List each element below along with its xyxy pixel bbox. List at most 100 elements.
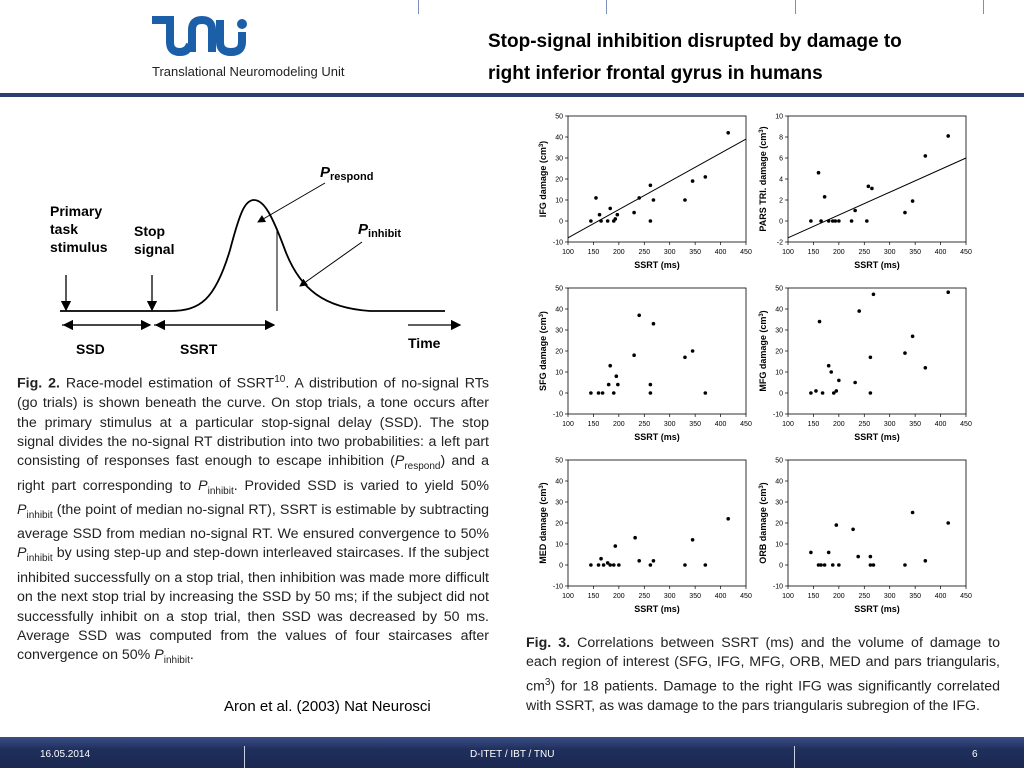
- x-tick-label: 200: [613, 421, 625, 428]
- y-tick-label: 0: [779, 563, 783, 570]
- data-point: [856, 554, 860, 559]
- x-axis-label: SSRT (ms): [854, 432, 900, 442]
- y-tick-label: 30: [555, 328, 563, 335]
- plot-frame: [787, 459, 967, 587]
- data-point: [596, 391, 601, 395]
- data-point: [632, 210, 636, 215]
- data-point: [589, 219, 593, 223]
- ssd-label: SSD: [76, 341, 105, 357]
- x-axis-label: SSRT (ms): [854, 260, 900, 270]
- fig3-caption: Fig. 3. Correlations between SSRT (ms) a…: [526, 635, 1000, 714]
- plot-frame: [567, 287, 747, 415]
- x-tick-label: 300: [884, 249, 896, 256]
- data-point: [826, 550, 831, 555]
- x-tick-label: 100: [782, 249, 794, 256]
- data-point: [868, 391, 873, 395]
- data-point: [611, 563, 616, 567]
- data-point: [683, 355, 687, 360]
- data-point: [849, 219, 854, 223]
- y-tick-label: -10: [553, 240, 563, 247]
- data-point: [608, 363, 613, 368]
- y-tick-label: 50: [775, 458, 783, 465]
- mfg-scatter-plot: 100 150 200 250 300 350 400 450 -10 0 10 20 30 40 50 SS…: [758, 286, 972, 443]
- pars-tri-scatter-plot: 100 150 200 250 300 350 400 450 -2 0 2 4 6 8 10 SSRT (m…: [758, 114, 972, 271]
- data-point: [816, 563, 821, 567]
- y-axis-label: ORB damage (cm3): [758, 482, 768, 563]
- y-tick-label: 4: [779, 177, 783, 184]
- x-tick-label: 150: [808, 421, 820, 428]
- data-point: [903, 563, 907, 567]
- data-point: [637, 559, 641, 563]
- data-point: [822, 195, 827, 199]
- footer-separator: [244, 746, 245, 768]
- y-tick-label: -10: [553, 412, 563, 419]
- y-tick-label: 20: [775, 349, 783, 356]
- p-inhibit-label: Pinhibit: [358, 221, 401, 240]
- slide-title: Stop-signal inhibition disrupted by dama…: [488, 26, 902, 90]
- data-point: [865, 219, 869, 223]
- data-point: [601, 563, 606, 567]
- y-axis-label: IFG damage (cm3): [538, 141, 548, 217]
- top-divider: [983, 0, 984, 14]
- data-point: [809, 219, 813, 223]
- y-tick-label: 10: [775, 370, 783, 377]
- data-point: [703, 175, 708, 179]
- top-divider: [418, 0, 419, 14]
- data-point: [589, 563, 593, 567]
- data-point: [703, 391, 708, 395]
- data-point: [814, 389, 818, 393]
- y-tick-label: 20: [775, 521, 783, 528]
- y-tick-label: -10: [553, 584, 563, 591]
- data-point: [826, 363, 831, 368]
- data-point: [633, 535, 637, 540]
- x-tick-label: 400: [935, 249, 947, 256]
- data-point: [594, 196, 598, 200]
- data-point: [868, 355, 873, 360]
- data-point: [837, 563, 841, 567]
- x-tick-label: 350: [689, 593, 701, 600]
- x-tick-label: 300: [884, 421, 896, 428]
- data-point: [651, 559, 656, 563]
- y-tick-label: 0: [779, 219, 783, 226]
- y-tick-label: 30: [775, 500, 783, 507]
- x-tick-label: 400: [715, 249, 727, 256]
- x-tick-label: 350: [689, 421, 701, 428]
- data-point: [809, 391, 813, 395]
- y-tick-label: -2: [777, 240, 783, 247]
- p-respond-label: Prespond: [320, 164, 373, 183]
- x-tick-label: 250: [858, 421, 870, 428]
- data-point: [837, 219, 841, 223]
- data-point: [648, 391, 653, 395]
- y-tick-label: 10: [775, 542, 783, 549]
- top-divider: [795, 0, 796, 14]
- y-tick-label: 20: [555, 521, 563, 528]
- data-point: [648, 183, 653, 188]
- y-tick-label: 0: [559, 391, 563, 398]
- data-point: [910, 510, 915, 515]
- y-tick-label: 2: [779, 198, 783, 205]
- plot-frame: [787, 287, 967, 415]
- data-point: [637, 313, 641, 318]
- x-tick-label: 400: [935, 593, 947, 600]
- data-point: [651, 321, 656, 326]
- x-tick-label: 350: [909, 249, 921, 256]
- data-point: [819, 563, 823, 567]
- y-tick-label: 10: [555, 542, 563, 549]
- x-tick-label: 200: [613, 249, 625, 256]
- x-tick-label: 100: [782, 421, 794, 428]
- x-tick-label: 100: [562, 593, 574, 600]
- x-tick-label: 300: [664, 421, 676, 428]
- x-axis-label: SSRT (ms): [634, 260, 680, 270]
- y-tick-label: 8: [779, 135, 783, 142]
- data-point: [809, 550, 813, 555]
- y-tick-label: 40: [555, 135, 563, 142]
- plot-frame: [567, 459, 747, 587]
- x-tick-label: 150: [588, 421, 600, 428]
- data-point: [600, 391, 605, 395]
- data-point: [903, 351, 907, 355]
- data-point: [853, 380, 857, 385]
- title-line-2: right inferior frontal gyrus in humans: [488, 63, 823, 84]
- y-tick-label: 10: [555, 198, 563, 205]
- y-tick-label: 0: [559, 563, 563, 570]
- x-tick-label: 200: [833, 421, 845, 428]
